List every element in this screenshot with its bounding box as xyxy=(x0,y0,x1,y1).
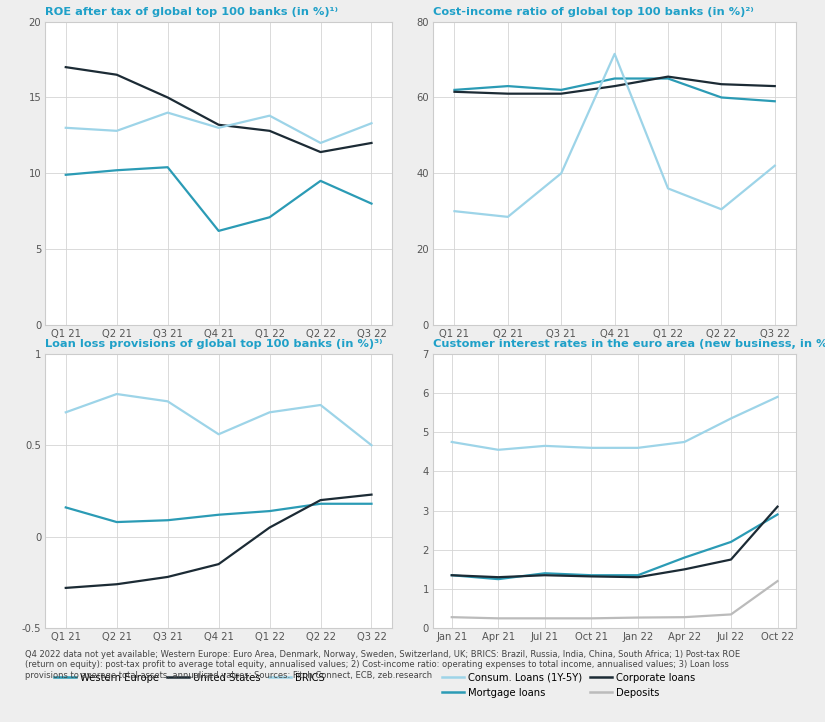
Legend: Western Europe, United States, BRICS: Western Europe, United States, BRICS xyxy=(50,669,328,687)
Legend: Consum. Loans (1Y-5Y), Mortgage loans, Corporate loans, Deposits: Consum. Loans (1Y-5Y), Mortgage loans, C… xyxy=(438,669,700,702)
Text: ROE after tax of global top 100 banks (in %)¹⁾: ROE after tax of global top 100 banks (i… xyxy=(45,6,338,17)
Text: Loan loss provisions of global top 100 banks (in %)³⁾: Loan loss provisions of global top 100 b… xyxy=(45,339,383,349)
Text: Cost-income ratio of global top 100 banks (in %)²⁾: Cost-income ratio of global top 100 bank… xyxy=(433,6,754,17)
Legend: Western Europe, United States, BRICS: Western Europe, United States, BRICS xyxy=(50,370,328,387)
Text: Customer interest rates in the euro area (new business, in %): Customer interest rates in the euro area… xyxy=(433,339,825,349)
Legend: Western Europe, United States, BRICS: Western Europe, United States, BRICS xyxy=(438,370,716,387)
Text: Q4 2022 data not yet available; Western Europe: Euro Area, Denmark, Norway, Swed: Q4 2022 data not yet available; Western … xyxy=(25,650,740,679)
